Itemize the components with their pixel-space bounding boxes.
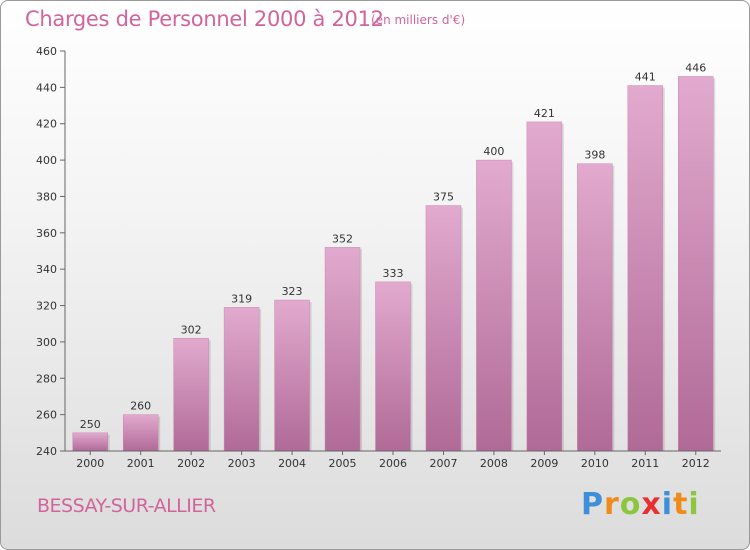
bar-2009 <box>526 121 563 452</box>
x-tick-label-2005: 2005 <box>329 457 357 470</box>
logo-letter: o <box>619 487 642 522</box>
y-tick-label: 400 <box>36 154 57 167</box>
y-tick-label: 340 <box>36 263 57 276</box>
logo-letter: r <box>604 487 620 522</box>
bar-2012 <box>678 76 714 452</box>
x-tick-label-2001: 2001 <box>127 457 155 470</box>
chart-subtitle: (en milliers d'€) <box>371 13 466 27</box>
data-label-2000: 250 <box>80 418 101 431</box>
data-label-2008: 400 <box>483 145 504 158</box>
data-label-2011: 441 <box>635 71 656 84</box>
logo-letter: x <box>641 487 662 522</box>
data-label-2007: 375 <box>433 191 454 204</box>
bar-2000 <box>72 432 108 452</box>
x-tick-label-2012: 2012 <box>682 457 710 470</box>
x-tick-label-2009: 2009 <box>530 457 558 470</box>
x-tick-label-2008: 2008 <box>480 457 508 470</box>
x-tick-label-2007: 2007 <box>429 457 457 470</box>
bar-2001 <box>122 414 159 452</box>
logo-letter: P <box>581 487 604 522</box>
bar-2010 <box>577 163 613 452</box>
y-tick-label: 380 <box>36 190 57 203</box>
data-label-2012: 446 <box>685 61 706 74</box>
x-tick-label-2004: 2004 <box>278 457 306 470</box>
y-tick-label: 360 <box>36 227 57 240</box>
commune-name: BESSAY-SUR-ALLIER <box>37 495 216 517</box>
logo-letter: i <box>661 487 674 522</box>
data-label-2001: 260 <box>130 400 151 413</box>
x-tick-label-2006: 2006 <box>379 457 407 470</box>
bar-2002 <box>173 338 209 452</box>
bar-2004 <box>274 299 310 452</box>
y-tick-label: 460 <box>36 45 57 58</box>
logo-letter: t <box>673 487 689 522</box>
x-tick-label-2003: 2003 <box>228 457 256 470</box>
x-tick-label-2000: 2000 <box>76 457 104 470</box>
x-tick-label-2010: 2010 <box>581 457 609 470</box>
data-label-2006: 333 <box>383 267 404 280</box>
bar-2008 <box>476 159 512 452</box>
data-label-2009: 421 <box>534 107 555 120</box>
x-tick-label-2002: 2002 <box>177 457 205 470</box>
bar-2003 <box>223 307 260 452</box>
y-tick-label: 320 <box>36 300 57 313</box>
proxiti-logo: Proxiti <box>581 487 700 522</box>
y-tick-label: 440 <box>36 81 57 94</box>
y-tick-label: 420 <box>36 118 57 131</box>
y-tick-label: 300 <box>36 336 57 349</box>
y-tick-label: 280 <box>36 372 57 385</box>
data-label-2002: 302 <box>181 323 202 336</box>
y-tick-label: 260 <box>36 409 57 422</box>
chart-title: Charges de Personnel 2000 à 2012 <box>25 7 384 31</box>
data-label-2003: 319 <box>231 292 252 305</box>
bar-2011 <box>627 85 664 452</box>
x-tick-label-2011: 2011 <box>631 457 659 470</box>
data-label-2010: 398 <box>584 149 605 162</box>
bar-chart: 250260302319323352333375400421398441446 … <box>36 45 721 470</box>
bar-2006 <box>375 281 411 452</box>
data-label-2005: 352 <box>332 232 353 245</box>
bar-2005 <box>324 247 361 452</box>
y-tick-label: 240 <box>36 445 57 458</box>
bar-2007 <box>425 205 462 452</box>
data-label-2004: 323 <box>282 285 303 298</box>
logo-letter: i <box>688 487 700 522</box>
